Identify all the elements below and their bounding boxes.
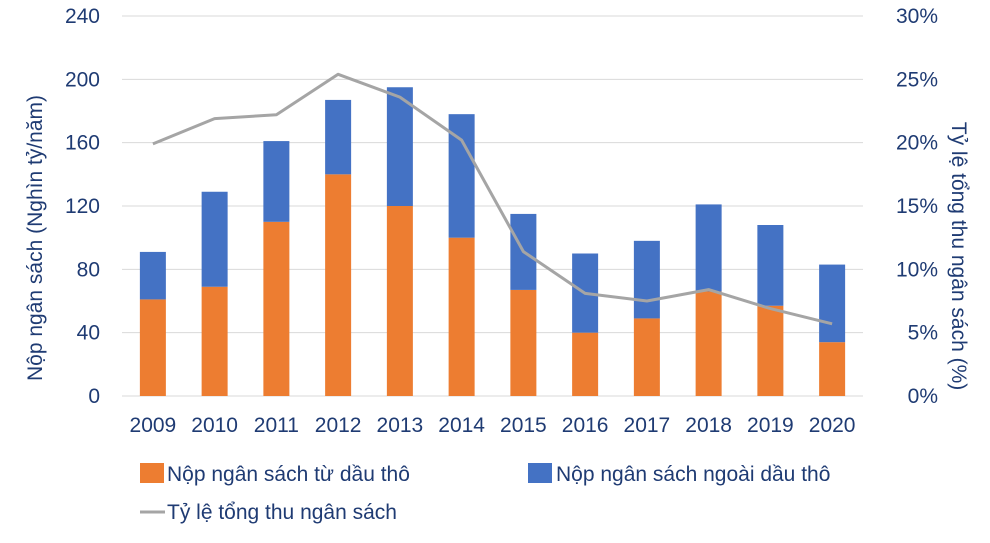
legend-label-noncrude: Nộp ngân sách ngoài dầu thô	[556, 463, 830, 486]
x-tick-label: 2017	[624, 414, 671, 437]
bar-crude-oil	[819, 342, 846, 396]
bar-crude-oil	[139, 299, 166, 396]
y2-tick-label: 25%	[896, 68, 938, 91]
y-axis-title: Nộp ngân sách (Nghìn tỷ/năm)	[24, 95, 47, 381]
x-tick-label: 2011	[254, 414, 299, 437]
y2-tick-label: 20%	[896, 132, 938, 155]
x-tick-label: 2012	[315, 414, 362, 437]
y2-tick-label: 10%	[896, 258, 938, 281]
bar-non-crude	[325, 99, 352, 175]
bar-crude-oil	[263, 221, 290, 396]
gridlines	[122, 15, 863, 397]
x-tick-label: 2016	[562, 414, 609, 437]
legend-label-crude: Nộp ngân sách từ dầu thô	[167, 463, 410, 486]
y2-tick-label: 30%	[896, 5, 938, 28]
bar-non-crude	[819, 264, 846, 343]
y2-axis-title: Tỷ lệ tổng thu ngân sách (%)	[947, 122, 970, 390]
legend-label-ratio: Tỷ lệ tổng thu ngân sách	[167, 501, 397, 524]
y2-tick-label: 0%	[908, 385, 938, 408]
x-tick-label: 2019	[747, 414, 794, 437]
bar-crude-oil	[633, 318, 660, 396]
bar-crude-oil	[386, 206, 413, 396]
bar-non-crude	[695, 204, 722, 292]
bar-non-crude	[386, 87, 413, 206]
bar-non-crude	[263, 141, 290, 222]
x-tick-label: 2015	[500, 414, 547, 437]
legend-swatch-crude	[140, 463, 164, 483]
y2-tick-label: 5%	[908, 322, 938, 345]
ratio-line	[152, 72, 833, 326]
x-tick-label: 2010	[191, 414, 238, 437]
y-tick-label: 240	[65, 5, 100, 28]
y-tick-label: 200	[65, 68, 100, 91]
y-tick-label: 40	[77, 322, 100, 345]
bar-crude-oil	[572, 332, 599, 396]
legend-swatch-noncrude	[528, 463, 552, 483]
bar-crude-oil	[510, 289, 537, 396]
y-tick-label: 160	[65, 132, 100, 155]
y2-tick-label: 15%	[896, 195, 938, 218]
y-tick-label: 120	[65, 195, 100, 218]
x-axis: 2009 2010 2011 2012 2013 2014 2015 2016 2017 2018…	[130, 414, 856, 437]
x-tick-label: 2013	[377, 414, 424, 437]
ratio-line-path	[152, 72, 833, 326]
bar-non-crude	[201, 191, 228, 287]
bar-crude-oil	[325, 174, 352, 396]
x-tick-label: 2018	[685, 414, 732, 437]
x-tick-label: 2020	[809, 414, 856, 437]
legend: Nộp ngân sách từ dầu thô Nộp ngân sách n…	[140, 463, 830, 524]
bar-crude-oil	[695, 291, 722, 396]
y-tick-label: 80	[77, 258, 100, 281]
y-axis-right: 0% 5% 10% 15% 20% 25% 30%	[896, 5, 938, 408]
bar-crude-oil	[201, 286, 228, 396]
bar-crude-oil	[448, 237, 475, 396]
bar-crude-oil	[757, 305, 784, 396]
x-tick-label: 2014	[438, 414, 485, 437]
bar-non-crude	[139, 251, 166, 300]
x-tick-label: 2009	[130, 414, 177, 437]
y-tick-label: 0	[88, 385, 100, 408]
y-axis-left: 0 40 80 120 160 200 240	[65, 5, 100, 408]
bar-non-crude	[757, 225, 784, 306]
bars	[139, 87, 846, 396]
bar-non-crude	[633, 240, 660, 319]
